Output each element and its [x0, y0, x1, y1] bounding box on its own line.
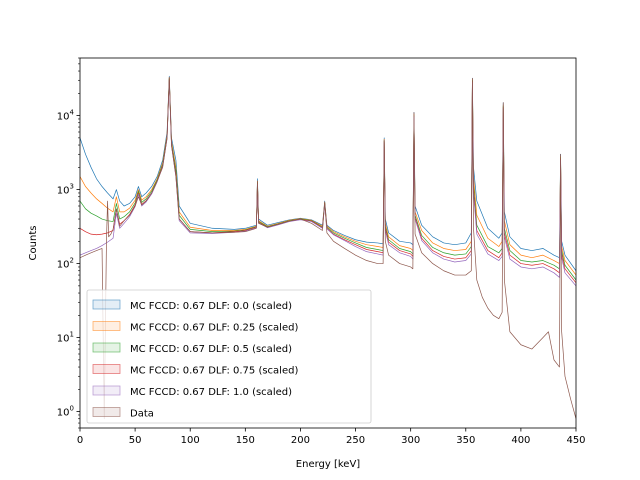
- legend-entry-1: MC FCCD: 0.67 DLF: 0.25 (scaled): [130, 323, 298, 334]
- y-axis-label: Counts: [28, 226, 39, 261]
- series-line-3: [80, 78, 576, 284]
- x-tick-label: 150: [236, 435, 255, 446]
- legend-entry-0: MC FCCD: 0.67 DLF: 0.0 (scaled): [130, 301, 292, 312]
- x-tick-label: 350: [456, 435, 475, 446]
- y-axis: 100 101 102 103 104: [57, 57, 80, 429]
- legend-entry-3: MC FCCD: 0.67 DLF: 0.75 (scaled): [130, 366, 298, 377]
- y-tick-label: 101: [57, 331, 74, 345]
- x-tick-label: 250: [346, 435, 365, 446]
- x-tick-label: 100: [181, 435, 200, 446]
- legend-swatch-5: [92, 407, 121, 417]
- series-line-1: [80, 76, 576, 276]
- x-axis: 0 50 100 150 200 250 300 350 400 450: [77, 428, 586, 446]
- series-line-2: [80, 77, 576, 281]
- y-tick-label: 100: [57, 405, 74, 419]
- legend-swatch-1: [92, 321, 121, 331]
- legend-swatch-2: [92, 342, 121, 353]
- x-axis-label: Energy [keV]: [296, 459, 361, 470]
- legend-entry-2: MC FCCD: 0.67 DLF: 0.5 (scaled): [130, 344, 292, 355]
- series-line-5: [80, 76, 576, 420]
- x-tick-label: 300: [401, 435, 420, 446]
- series-layer: [80, 75, 576, 420]
- legend: MC FCCD: 0.67 DLF: 0.0 (scaled) MC FCCD: …: [86, 289, 372, 424]
- x-tick-label: 450: [566, 435, 585, 446]
- axes-frame: [79, 57, 577, 429]
- x-tick-label: 200: [291, 435, 310, 446]
- y-tick-label: 104: [57, 109, 75, 123]
- legend-frame: [86, 289, 372, 424]
- legend-entry-4: MC FCCD: 0.67 DLF: 1.0 (scaled): [130, 387, 292, 398]
- legend-entry-5: Data: [130, 409, 154, 420]
- x-tick-label: 50: [129, 435, 142, 446]
- legend-swatch-3: [92, 364, 121, 374]
- y-tick-label: 103: [57, 183, 74, 197]
- series-line-0: [80, 75, 576, 271]
- legend-swatch-0: [92, 299, 121, 310]
- y-tick-label: 102: [57, 257, 74, 271]
- legend-swatch-4: [92, 385, 121, 396]
- x-tick-label: 400: [511, 435, 530, 446]
- x-tick-label: 0: [77, 435, 83, 446]
